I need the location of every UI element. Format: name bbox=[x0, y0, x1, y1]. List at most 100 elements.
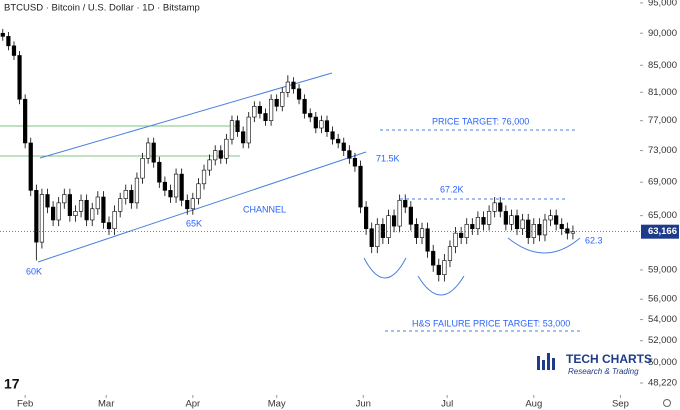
candle-body bbox=[520, 219, 525, 230]
candle-body bbox=[185, 200, 190, 210]
y-tick-label: 81,000 bbox=[648, 87, 677, 98]
x-tick-label: Sep bbox=[612, 399, 629, 410]
candle-body bbox=[486, 211, 492, 225]
candle-body bbox=[268, 98, 274, 121]
candle-body bbox=[146, 142, 151, 159]
candle-body bbox=[319, 120, 324, 129]
annotation: 71.5K bbox=[376, 153, 400, 163]
candle-body bbox=[39, 194, 45, 243]
candle-body bbox=[246, 116, 251, 144]
y-tick-label: 85,000 bbox=[648, 60, 677, 71]
candle-body bbox=[531, 224, 536, 238]
y-tick-label: 54,000 bbox=[648, 314, 677, 325]
candle-body bbox=[173, 173, 179, 198]
x-tick-label: Feb bbox=[17, 399, 33, 410]
candle-body bbox=[291, 81, 296, 90]
candle-body bbox=[196, 183, 201, 199]
candle-body bbox=[509, 215, 514, 225]
candle-body bbox=[84, 200, 89, 221]
candle-body bbox=[464, 224, 469, 238]
candle-body bbox=[302, 98, 307, 114]
y-tick-label: 52,000 bbox=[648, 335, 677, 346]
candle-body bbox=[459, 232, 464, 238]
last-price-label: 63,166 bbox=[648, 226, 677, 237]
logo-name: TECH CHARTS bbox=[566, 352, 652, 366]
candle-body bbox=[229, 120, 235, 140]
candle-body bbox=[347, 150, 352, 159]
candle-body bbox=[51, 206, 56, 221]
candle-body bbox=[380, 224, 385, 238]
candle-body bbox=[78, 200, 84, 212]
candle-body bbox=[447, 246, 453, 261]
candle-body bbox=[118, 198, 123, 212]
settings-icon[interactable] bbox=[663, 399, 671, 407]
tv-logo: 17 bbox=[4, 376, 20, 392]
candle-body bbox=[559, 224, 564, 230]
annotation: 65K bbox=[186, 218, 202, 228]
candle-body bbox=[336, 138, 341, 144]
head-arc bbox=[417, 275, 465, 296]
candle-body bbox=[364, 206, 369, 230]
candle-body bbox=[375, 224, 380, 247]
annotation: 62.3 bbox=[585, 235, 603, 245]
y-tick-label: 69,000 bbox=[648, 177, 677, 188]
candle-body bbox=[11, 45, 17, 56]
candle-body bbox=[201, 169, 207, 185]
candle-body bbox=[419, 228, 425, 238]
candle-body bbox=[56, 202, 61, 221]
annotation: PRICE TARGET: 76,000 bbox=[432, 116, 529, 126]
candle-body bbox=[414, 224, 419, 238]
y-tick-label: 95,000 bbox=[648, 0, 677, 8]
candle-body bbox=[190, 198, 195, 210]
candle-body bbox=[391, 215, 397, 227]
logo-icon bbox=[552, 358, 555, 370]
candle-body bbox=[386, 215, 391, 238]
candle-body bbox=[34, 190, 39, 243]
candle-body bbox=[313, 116, 318, 129]
candle-body bbox=[218, 150, 223, 159]
candle-body bbox=[168, 190, 173, 198]
x-tick-label: Mar bbox=[98, 399, 114, 410]
candle-body bbox=[537, 224, 542, 236]
candle-body bbox=[514, 215, 520, 230]
shoulder-arc bbox=[507, 237, 581, 254]
last-price-box bbox=[641, 224, 679, 239]
candle-body bbox=[403, 200, 408, 208]
candle-body bbox=[436, 264, 441, 275]
candle-body bbox=[352, 158, 358, 167]
candle-body bbox=[28, 142, 33, 191]
logo-icon bbox=[537, 356, 540, 370]
candle-body bbox=[470, 224, 475, 230]
x-tick-label: Apr bbox=[185, 399, 200, 410]
x-tick-label: May bbox=[268, 399, 286, 410]
candle-body bbox=[23, 98, 28, 144]
annotation: 67.2K bbox=[440, 184, 464, 194]
y-tick-label: 73,000 bbox=[648, 145, 677, 156]
candle-body bbox=[548, 215, 553, 221]
channel-line bbox=[39, 72, 333, 159]
candle-body bbox=[570, 231, 576, 234]
y-tick-label: 48,220 bbox=[648, 378, 677, 389]
candle-body bbox=[134, 177, 140, 204]
candle-body bbox=[324, 120, 330, 133]
candle-body bbox=[0, 32, 5, 37]
candle-body bbox=[157, 161, 162, 183]
candle-body bbox=[442, 260, 447, 275]
candle-body bbox=[341, 142, 346, 151]
annotation: H&S FAILURE PRICE TARGET: 53,000 bbox=[412, 318, 570, 328]
y-tick-label: 65,000 bbox=[648, 210, 677, 221]
candle-body bbox=[62, 194, 67, 204]
candle-body bbox=[179, 173, 184, 201]
candle-body bbox=[274, 98, 279, 107]
candle-body bbox=[492, 202, 497, 212]
shoulder-arc bbox=[363, 257, 407, 279]
candle-body bbox=[101, 196, 106, 223]
logo-icon bbox=[547, 353, 550, 370]
candle-body bbox=[162, 181, 167, 191]
candle-body bbox=[106, 222, 112, 230]
candle-body bbox=[45, 194, 50, 208]
candle-body bbox=[17, 55, 22, 100]
candle-body bbox=[140, 158, 145, 179]
candle-body bbox=[73, 211, 78, 216]
